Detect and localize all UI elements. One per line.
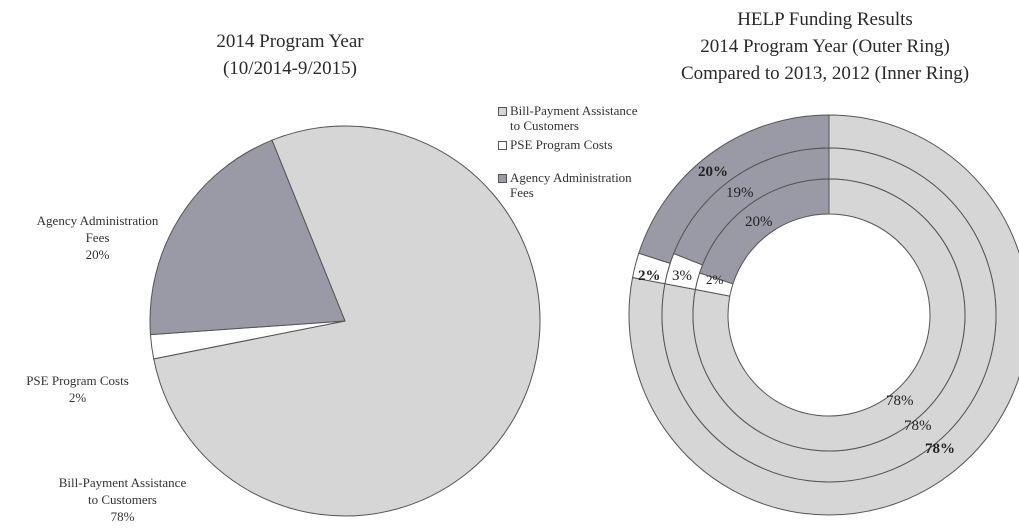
donut-inner-label-pse: 2% — [706, 272, 724, 287]
legend-label-pse: PSE Program Costs — [510, 137, 613, 152]
donut-inner-agency-admin — [699, 178, 830, 285]
donut-outer-label-pse: 2% — [638, 268, 661, 284]
legend-label-agency-line1: Agency Administration — [510, 170, 632, 185]
legend-swatch-agency-admin — [498, 174, 507, 183]
donut-outer-label-bill: 78% — [925, 441, 955, 457]
right-title-line2: 2014 Program Year (Outer Ring) — [700, 36, 950, 57]
donut-middle-label-bill: 78% — [904, 418, 932, 434]
pie-slice-agency-admin — [149, 139, 346, 336]
pie-label-agency-admin: Agency Administration Fees 20% — [10, 212, 185, 263]
legend-label-agency-line2: Fees — [510, 185, 534, 200]
left-chart-title: 2014 Program Year (10/2014-9/2015) — [140, 28, 440, 82]
donut-outer-label-agency: 20% — [698, 164, 728, 180]
donut-middle-label-pse: 3% — [672, 268, 692, 284]
donut-inner-label-agency: 20% — [745, 214, 773, 230]
left-title-line2: (10/2014-9/2015) — [222, 58, 358, 79]
donut-inner-bill-payment — [692, 178, 966, 452]
pie-label-agency-line1: Agency Administration — [36, 213, 159, 228]
donut-legend: Bill-Payment Assistance to Customers PSE… — [498, 103, 678, 204]
donut-inner-label-bill: 78% — [886, 393, 914, 409]
legend-label-agency-admin: Agency Administration Fees — [510, 170, 632, 200]
left-title-line1: 2014 Program Year — [216, 31, 364, 52]
legend-swatch-pse — [498, 141, 507, 150]
pie-label-bill-value: 78% — [110, 509, 135, 524]
right-title-line1: HELP Funding Results — [737, 9, 913, 30]
legend-label-bill-line1: Bill-Payment Assistance — [510, 103, 638, 118]
pie-label-agency-value: 20% — [85, 247, 110, 262]
pie-label-pse-value: 2% — [68, 390, 87, 405]
legend-swatch-bill-payment — [498, 107, 507, 116]
legend-item-pse: PSE Program Costs — [498, 137, 678, 152]
right-title-line3: Compared to 2013, 2012 (Inner Ring) — [680, 63, 970, 84]
right-chart-title: HELP Funding Results 2014 Program Year (… — [625, 6, 1019, 87]
legend-item-bill-payment: Bill-Payment Assistance to Customers — [498, 103, 678, 133]
pie-slice-bill-payment — [153, 125, 541, 517]
donut-middle-label-agency: 19% — [726, 185, 754, 201]
legend-label-bill-line2: to Customers — [510, 118, 579, 133]
pie-label-pse: PSE Program Costs 2% — [0, 372, 155, 406]
pie-label-bill-line2: to Customers — [88, 492, 157, 507]
pie-label-agency-line2: Fees — [85, 230, 110, 245]
pie-label-bill-payment: Bill-Payment Assistance to Customers 78% — [25, 474, 220, 525]
legend-label-bill-payment: Bill-Payment Assistance to Customers — [510, 103, 637, 133]
pie-label-bill-line1: Bill-Payment Assistance — [58, 475, 187, 490]
pie-label-pse-line1: PSE Program Costs — [26, 373, 129, 388]
legend-item-agency-admin: Agency Administration Fees — [498, 170, 678, 200]
